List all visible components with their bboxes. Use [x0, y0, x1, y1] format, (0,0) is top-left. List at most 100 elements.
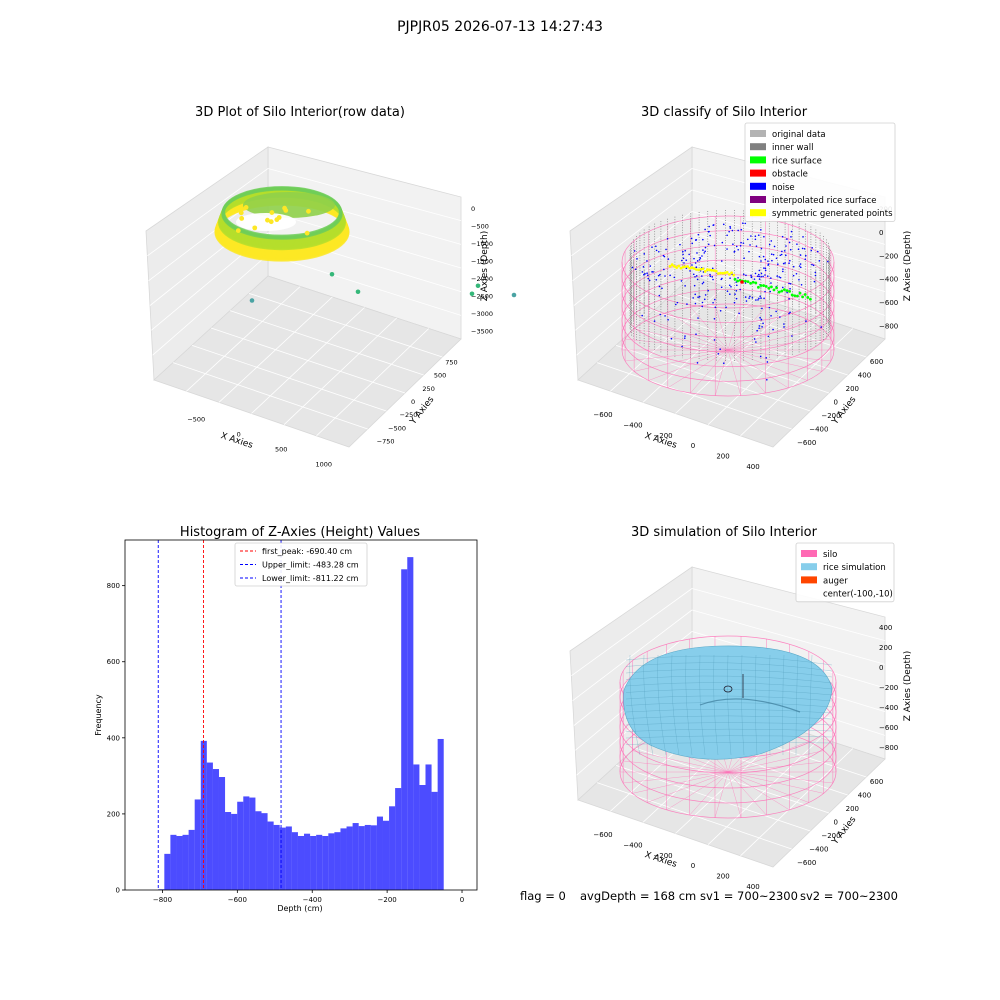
noise-point [659, 313, 662, 316]
histogram-bar [352, 823, 359, 890]
noise-point [646, 272, 648, 274]
outlier-point [511, 292, 517, 298]
noise-point [757, 273, 760, 276]
noise-point [764, 274, 766, 276]
symmetric-point [675, 266, 678, 270]
symmetric-point [708, 268, 711, 272]
rice-surface-point [803, 293, 807, 296]
data-point [274, 217, 280, 223]
histogram-bar [261, 813, 268, 890]
noise-point [786, 291, 788, 294]
tick-label: 0 [411, 398, 415, 406]
tick-label: −200 [653, 852, 672, 860]
tick-label: −250 [400, 411, 418, 419]
noise-point [811, 247, 813, 249]
noise-point [655, 249, 658, 252]
noise-point [770, 253, 773, 256]
noise-point [708, 225, 710, 228]
x-tick-label: −400 [303, 896, 322, 904]
tick-label: −3500 [471, 327, 493, 335]
noise-point [649, 265, 652, 267]
rice-surface-point [796, 294, 799, 298]
noise-point [767, 260, 769, 262]
noise-point [750, 235, 752, 237]
noise-point [759, 355, 762, 358]
tick-label: 200 [716, 453, 729, 461]
histogram-bar [437, 738, 444, 890]
mesh-line [741, 654, 745, 756]
tick-label: −2000 [471, 275, 493, 283]
tick-label: 400 [746, 883, 759, 891]
noise-point [736, 284, 738, 287]
noise-point [779, 254, 782, 257]
noise-point [684, 285, 686, 287]
noise-point [764, 290, 766, 293]
tick-label: −200 [879, 252, 898, 260]
noise-point [733, 301, 736, 304]
rice-surface-point [754, 281, 758, 285]
noise-point [680, 280, 683, 282]
rice-surface-point [746, 280, 750, 284]
symmetric-point [677, 264, 681, 268]
data-point [238, 210, 244, 216]
histogram-bar [419, 785, 426, 890]
noise-point [728, 284, 731, 287]
noise-point [646, 260, 648, 262]
noise-point [730, 285, 732, 288]
noise-point [763, 267, 765, 269]
panel-raw-data: 3D Plot of Silo Interior(row data) −500 0… [145, 105, 517, 469]
noise-point [667, 318, 669, 321]
noise-point [760, 260, 762, 262]
noise-point [769, 290, 772, 293]
tick-label: 600 [870, 358, 883, 366]
noise-point [717, 353, 720, 355]
noise-point [798, 278, 800, 281]
plot-frame [124, 539, 478, 891]
grid-line [691, 609, 886, 665]
noise-point [682, 257, 685, 260]
noise-point [786, 238, 788, 240]
legend-label: original data [772, 130, 826, 140]
noise-point [664, 315, 666, 317]
noise-point [714, 306, 717, 309]
noise-point [680, 259, 683, 262]
noise-point [696, 252, 698, 254]
x-tick-label: −200 [378, 896, 397, 904]
legend-label: Upper_limit: -483.28 cm [262, 561, 359, 570]
histogram-bar [364, 824, 371, 890]
mesh-line [625, 689, 833, 696]
noise-point [711, 276, 714, 278]
noise-point [697, 317, 699, 319]
noise-point [803, 247, 806, 250]
histogram-bar [164, 853, 171, 890]
noise-point [655, 245, 657, 248]
symmetric-point [690, 266, 694, 270]
histogram-bar [340, 828, 347, 890]
noise-point [704, 250, 706, 253]
histogram-bar [310, 835, 317, 890]
tick-label: 0 [834, 819, 838, 827]
panel3-legend: first_peak: -690.40 cm Upper_limit: -483.… [234, 542, 368, 587]
symmetric-point [717, 272, 720, 275]
noise-point [722, 362, 725, 365]
noise-point [749, 295, 751, 298]
noise-point [675, 303, 677, 306]
rice-surface-point [770, 285, 773, 289]
noise-point [760, 297, 762, 299]
noise-point [729, 225, 731, 228]
mesh-line [629, 654, 641, 756]
grid-line [147, 168, 269, 257]
noise-point [770, 240, 773, 242]
noise-point [737, 229, 739, 232]
grid-line [573, 211, 693, 306]
noise-point [691, 242, 694, 245]
rice-surface-point [809, 297, 812, 301]
noise-point [755, 341, 757, 343]
grid-line [572, 609, 693, 701]
outlier-point [329, 271, 335, 277]
tick-label: −600 [879, 299, 898, 307]
mesh-line [625, 742, 833, 745]
noise-point [722, 223, 725, 226]
noise-point [754, 272, 757, 275]
noise-point [709, 273, 711, 276]
